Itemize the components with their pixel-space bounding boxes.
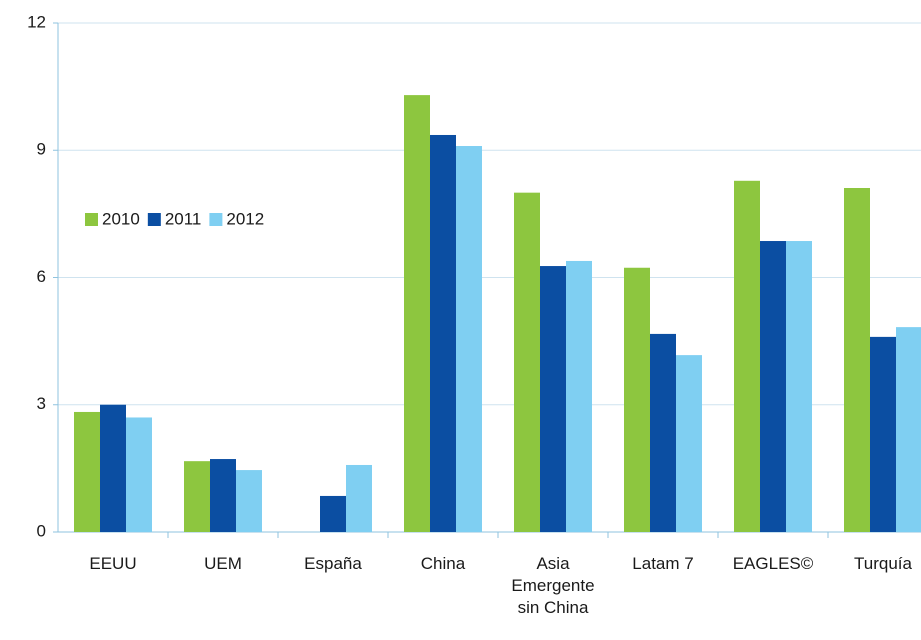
y-tick-label: 9	[37, 140, 46, 159]
legend-swatch	[85, 213, 98, 226]
bar	[456, 146, 482, 532]
bar	[404, 95, 430, 532]
bar	[760, 241, 786, 532]
x-tick-label: Latam 7	[632, 554, 694, 573]
x-tick-label: EAGLES©	[732, 554, 814, 573]
bar	[430, 134, 456, 533]
bar	[650, 333, 676, 532]
bar	[870, 336, 896, 532]
bar	[210, 459, 236, 532]
y-tick-label: 3	[37, 394, 46, 413]
x-tick-label: EEUU	[89, 554, 137, 573]
legend-swatch	[147, 213, 161, 226]
bar	[734, 180, 760, 533]
y-tick-label: 0	[37, 521, 46, 540]
bar	[100, 404, 126, 532]
legend-label: 2011	[165, 209, 202, 228]
legend-label: 2010	[102, 209, 140, 228]
bar	[236, 470, 262, 532]
bar	[74, 411, 100, 532]
bar	[896, 327, 921, 532]
y-tick-label: 6	[37, 267, 46, 286]
x-tick-label: UEM	[204, 554, 242, 573]
x-tick-label: China	[420, 554, 466, 573]
y-tick-label: 12	[27, 12, 46, 31]
bar	[786, 241, 812, 532]
bar	[844, 188, 870, 532]
bar	[320, 495, 346, 532]
legend-swatch	[209, 213, 223, 226]
bar	[346, 464, 372, 532]
x-tick-label: Asia Emergente sin China	[511, 554, 595, 617]
bar	[184, 461, 210, 532]
bar	[540, 266, 566, 532]
x-tick-label: Turquía	[854, 554, 912, 573]
x-tick-label: España	[304, 554, 362, 573]
legend-label: 2012	[226, 209, 264, 228]
bar	[624, 267, 650, 532]
bar	[676, 355, 702, 532]
bar	[514, 192, 540, 532]
bar	[566, 260, 592, 532]
bar	[126, 417, 152, 532]
